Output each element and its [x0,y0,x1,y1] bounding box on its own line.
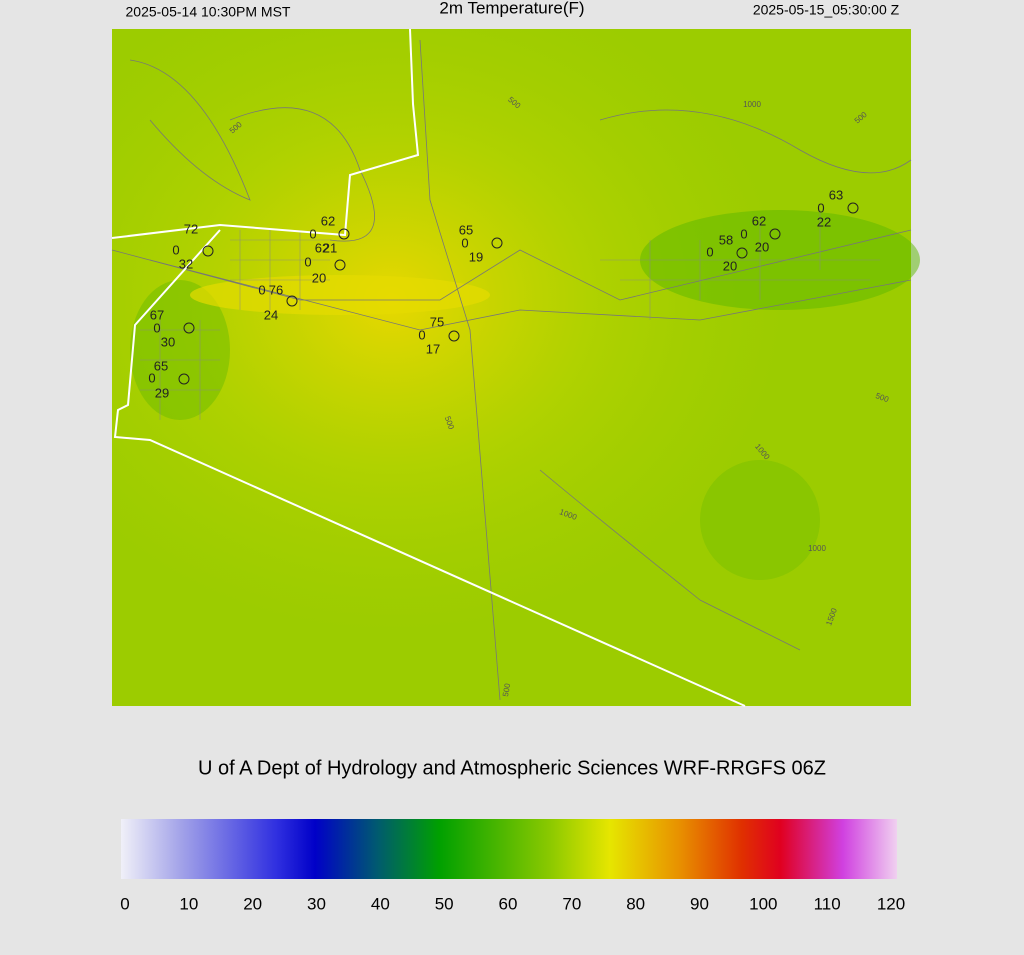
station-wind: 0 [304,254,311,269]
credit: U of A Dept of Hydrology and Atmospheric… [198,757,826,779]
valid-time-utc: 2025-05-15_05:30:00 Z [753,2,900,18]
colorbar-tick-label: 120 [877,894,905,913]
station-temp: 62 [321,213,335,228]
station-wind: 0 [153,320,160,335]
station-marker [202,245,214,257]
station-temp: 63 [829,187,843,202]
station-dew: 20 [755,239,769,254]
station-temp: 76 [269,282,283,297]
station-marker [847,202,859,214]
station-wind: 0 [706,244,713,259]
colorbar-tick-label: 60 [499,894,518,913]
station-marker [448,330,460,342]
colorbar-tick-label: 30 [307,894,326,913]
station-dew: 17 [426,341,440,356]
station-temp: 65 [459,222,473,237]
map-title: 2m Temperature(F) [439,0,584,17]
contour-label: 500 [501,682,512,697]
station-temp: 58 [719,232,733,247]
contour-label: 1000 [808,544,826,553]
station-temp: 75 [430,314,444,329]
map: 7203262021620207602467030650297501765019… [111,28,920,707]
station-marker [338,228,350,240]
station-temp: 62 [752,213,766,228]
colorbar-tick-label: 70 [562,894,581,913]
colorbar-tick-label: 50 [435,894,454,913]
contour-label: 500 [874,391,890,404]
station-dew: 21 [323,240,337,255]
station-dew: 20 [312,270,326,285]
station-dew: 29 [155,385,169,400]
station-marker [736,247,748,259]
colorbar-tick-label: 100 [749,894,777,913]
contour-label: 1000 [743,100,761,109]
colorbar-tick-label: 20 [243,894,262,913]
colorbar [121,819,897,879]
station-wind: 0 [817,200,824,215]
station-wind: 0 [461,235,468,250]
colorbar-tick-label: 0 [120,894,129,913]
colorbar-tick-label: 110 [814,894,841,913]
station-dew: 20 [723,258,737,273]
station-wind: 0 [418,327,425,342]
colorbar-tick-label: 40 [371,894,390,913]
station-wind: 0 [309,226,316,241]
station-marker [769,228,781,240]
station-marker [491,237,503,249]
station-marker [178,373,190,385]
station-marker [183,322,195,334]
valid-time-local: 2025-05-14 10:30PM MST [126,4,291,20]
station-temp: 62 [315,240,329,255]
contour-label: 500 [443,415,456,431]
station-marker [334,259,346,271]
station-wind: 0 [148,370,155,385]
station-dew: 32 [179,256,193,271]
station-temp: 67 [150,307,164,322]
colorbar-tick-label: 10 [179,894,198,913]
colorbar-tick-label: 80 [626,894,645,913]
station-wind: 0 [258,282,265,297]
station-wind: 0 [740,226,747,241]
colorbar-tick-label: 90 [690,894,709,913]
station-dew: 22 [817,214,831,229]
station-wind: 0 [172,242,179,257]
station-temp: 65 [154,358,168,373]
station-temp: 72 [184,221,198,236]
station-dew: 19 [469,249,483,264]
station-dew: 24 [264,307,278,322]
station-dew: 30 [161,334,175,349]
station-marker [286,295,298,307]
